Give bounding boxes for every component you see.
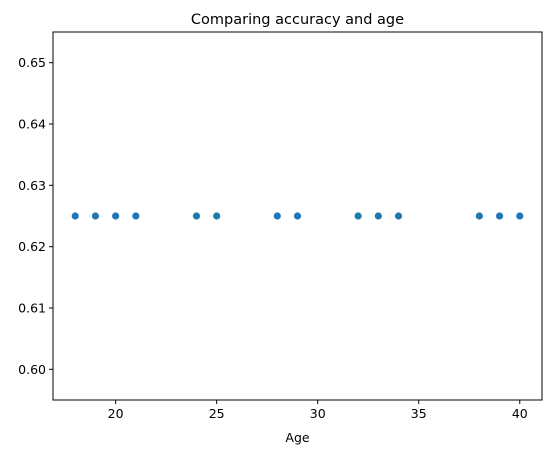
y-tick-label: 0.61 [18,301,46,316]
data-point [112,212,120,220]
x-axis-label: Age [285,430,309,445]
y-tick-label: 0.65 [18,55,46,70]
chart-title: Comparing accuracy and age [191,12,404,28]
data-point [516,212,524,220]
data-point [475,212,483,220]
data-point [132,212,140,220]
data-points [71,212,524,220]
data-point [91,212,100,220]
y-tick-label: 0.60 [18,362,46,377]
data-point [394,212,403,220]
x-tick-label: 35 [411,406,427,421]
y-tick-label: 0.62 [18,239,46,254]
x-tick-label: 20 [108,406,124,421]
x-tick-label: 25 [209,406,225,421]
data-point [192,212,201,220]
data-point [495,212,504,220]
x-axis: 20 25 30 35 40 [108,400,528,421]
data-point [293,212,302,220]
data-point [213,212,221,220]
y-tick-label: 0.63 [18,178,46,193]
x-tick-label: 30 [310,406,326,421]
y-tick-label: 0.64 [18,117,46,132]
data-point [71,212,79,220]
x-tick-label: 40 [512,406,528,421]
data-point [273,212,281,220]
y-axis: 0.60 0.61 0.62 0.63 0.64 0.65 [18,55,53,377]
data-point [354,212,362,220]
data-point [374,212,382,220]
